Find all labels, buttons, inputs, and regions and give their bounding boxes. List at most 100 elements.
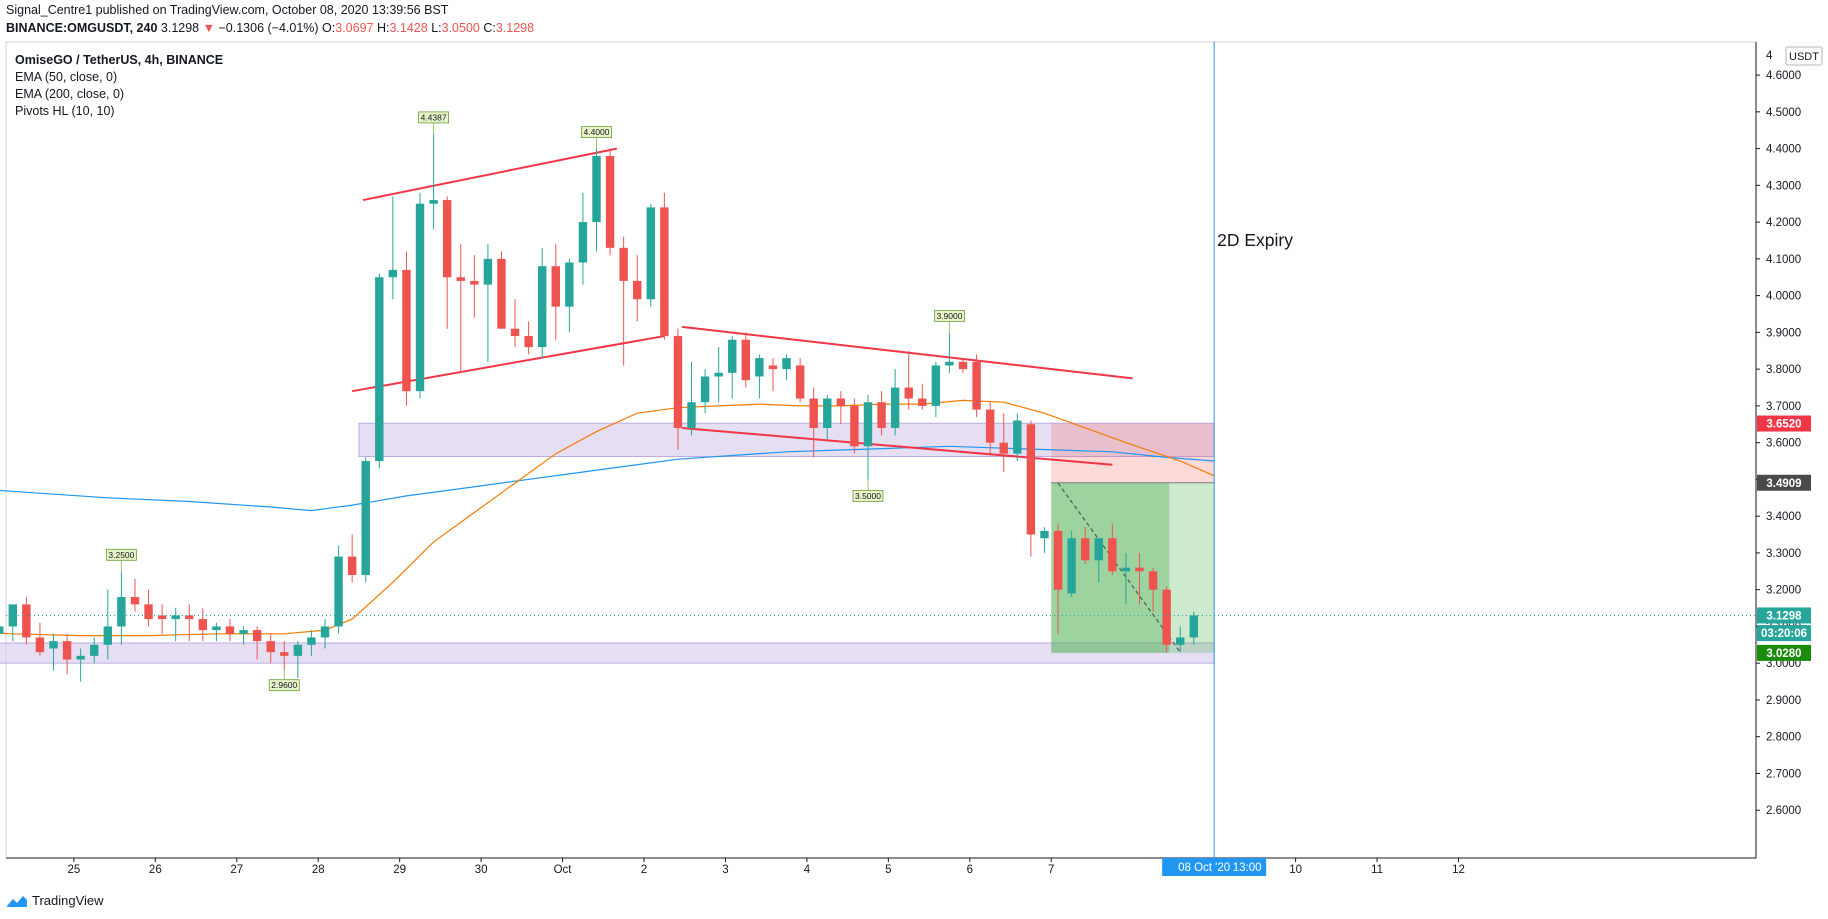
candle-body [633, 280, 642, 300]
candle-body [823, 398, 832, 428]
candle [388, 196, 398, 300]
candle [972, 354, 981, 417]
pivot-value: 3.5000 [855, 491, 881, 501]
close-value: 3.1298 [495, 21, 535, 35]
candle [497, 251, 506, 329]
pivot-box [268, 679, 300, 692]
candle [0, 626, 4, 634]
candle [633, 255, 642, 322]
pivot-box [934, 309, 965, 322]
candle [1148, 567, 1158, 612]
candle-body [1135, 567, 1144, 572]
legend-pivots[interactable]: Pivots HL (10, 10) [15, 104, 115, 118]
candle [999, 413, 1008, 473]
candle [1176, 626, 1185, 653]
open-value: 3.0697 [335, 21, 374, 35]
tradingview-brand[interactable]: TradingView [6, 893, 104, 908]
ohlc-header: BINANCE:OMGUSDT, 240 3.1298 ▼ −0.1306 (−… [6, 21, 534, 35]
candle-body [1040, 530, 1049, 539]
candle-body [931, 365, 941, 406]
y-tick-label: 3.2000 [1766, 585, 1801, 597]
candle-body [1176, 637, 1185, 645]
pivot-value: 4.4387 [421, 112, 447, 122]
candle [347, 534, 357, 583]
price-tag-bg [1757, 415, 1811, 432]
brand-name: TradingView [32, 893, 104, 908]
cursor-date-badge [1162, 858, 1267, 876]
candle [266, 633, 275, 664]
candle [470, 255, 479, 318]
candle-body [537, 266, 547, 348]
y-tick-label: 2.6000 [1766, 805, 1801, 817]
change-value: −0.1306 (−4.01%) [218, 21, 319, 35]
candle-body [266, 641, 275, 653]
candle-body [524, 336, 533, 348]
candle-body [985, 409, 995, 443]
pivot-box [581, 126, 612, 138]
candle [782, 354, 791, 381]
legend-ema200[interactable]: EMA (200, close, 0) [15, 87, 125, 101]
candle-body [836, 398, 846, 406]
y-tick-label: 3.9000 [1766, 327, 1801, 339]
candle [442, 196, 452, 329]
expiry-annotation: 2D Expiry [1217, 230, 1293, 250]
candle-body [999, 442, 1008, 454]
candle [361, 457, 370, 583]
candle-body [700, 376, 710, 403]
candle [1108, 523, 1117, 575]
currency-badge [1785, 46, 1823, 66]
candle-body [1013, 420, 1022, 454]
candle [130, 578, 140, 612]
candle-body [945, 361, 954, 366]
candle-body [293, 644, 303, 656]
candle [945, 332, 954, 373]
candle [823, 394, 832, 439]
candle [415, 192, 425, 399]
candle-body [442, 200, 452, 278]
x-tick-label: 7 [1048, 864, 1054, 876]
candle [1040, 527, 1049, 553]
candle [62, 633, 72, 675]
low-value: 3.0500 [441, 21, 480, 35]
candle [741, 332, 751, 388]
candle-body [361, 461, 370, 575]
y-tick-label-clipped: 4 [1766, 50, 1773, 62]
high-label: H: [376, 21, 390, 35]
candle-body [157, 615, 167, 620]
candle [49, 633, 58, 671]
candle [239, 626, 248, 645]
pivot-value: 4.4000 [583, 127, 609, 137]
candle [728, 336, 737, 399]
legend-ema50[interactable]: EMA (50, close, 0) [15, 70, 118, 84]
price-tag-bg [1757, 474, 1811, 491]
candle [605, 148, 615, 256]
price-tag-value: 03:20:06 [1761, 628, 1807, 640]
candle [225, 619, 235, 642]
candle-body [918, 398, 927, 406]
y-tick-label: 4.4000 [1766, 144, 1801, 156]
candle [700, 369, 710, 414]
candle-body [252, 630, 262, 642]
candle-body [728, 339, 737, 373]
candle-body [1094, 538, 1103, 561]
candle-body [768, 365, 778, 370]
candle [198, 608, 208, 642]
open-label: O: [322, 21, 336, 35]
x-tick-label: 27 [230, 864, 243, 876]
candle-body [497, 258, 506, 329]
down-arrow-icon: ▼ [202, 21, 215, 35]
candle [1135, 552, 1144, 605]
candle-body [35, 637, 45, 653]
zone-1 [0, 642, 1215, 664]
candle [185, 604, 194, 642]
price-tag-bg [1757, 644, 1811, 661]
x-tick-label: 11 [1371, 864, 1383, 876]
candle-body [62, 641, 72, 660]
candle [565, 258, 574, 333]
candle [673, 328, 683, 450]
currency-label: USDT [1789, 51, 1819, 63]
pivot-label: 3.9000 [934, 309, 965, 333]
candle-body [1067, 538, 1076, 594]
candle-body [660, 207, 669, 337]
